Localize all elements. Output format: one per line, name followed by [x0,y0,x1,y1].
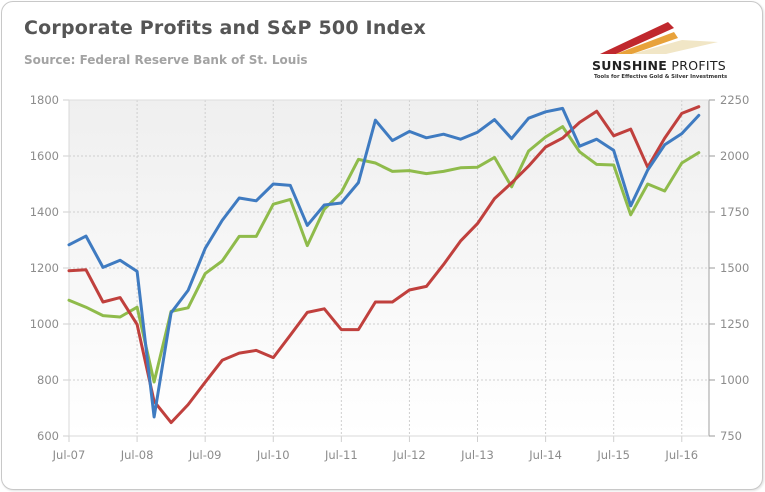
logo-rays-icon [600,22,718,54]
x-tick-label: Jul-09 [188,448,222,462]
series-line-1 [67,106,701,419]
left-tick-label: 600 [37,429,59,443]
logo-name-bold: SUNSHINE [592,58,668,73]
logo-name: SUNSHINE PROFITS [592,58,726,73]
right-tick-label: 1000 [720,373,749,387]
left-tick-label: 1800 [30,93,59,107]
logo-tagline: Tools for Effective Gold & Silver Invest… [594,74,728,80]
x-tick-label: Jul-10 [256,448,290,462]
left-tick-label: 1600 [30,149,59,163]
gridlines [69,99,709,436]
x-tick-label: Jul-12 [392,448,426,462]
right-tick-label: 2000 [720,149,749,163]
x-tick-label: Jul-13 [460,448,494,462]
series-line-2 [67,105,701,425]
left-tick-label: 1000 [30,317,59,331]
series-lines [67,105,701,425]
chart-subtitle: Source: Federal Reserve Bank of St. Loui… [24,53,308,67]
x-tick-label: Jul-08 [120,448,154,462]
logo-ray-orange [616,32,678,54]
x-tick-label: Jul-15 [596,448,630,462]
logo-name-light: PROFITS [667,58,727,73]
left-tick-label: 1200 [30,261,59,275]
right-tick-label: 1750 [720,205,749,219]
left-tick-label: 1400 [30,205,59,219]
axes [63,99,715,442]
x-tick-label: Jul-07 [52,448,86,462]
left-tick-label: 800 [37,373,59,387]
x-tick-label: Jul-14 [528,448,562,462]
chart-title: Corporate Profits and S&P 500 Index [24,17,426,39]
x-tick-label: Jul-11 [324,448,358,462]
tick-labels: 600 800 1000 1200 1400 1600 1800 750 1000 1250 150… [30,93,750,462]
right-tick-label: 1500 [720,261,749,275]
sunshine-profits-logo: SUNSHINE PROFITS Tools for Effective Gol… [586,18,746,88]
right-tick-label: 2250 [720,93,749,107]
right-tick-label: 1250 [720,317,749,331]
x-tick-label: Jul-16 [664,448,698,462]
logo-ray-red [600,22,674,54]
right-tick-label: 750 [720,429,742,443]
logo-ray-cream [632,40,718,54]
